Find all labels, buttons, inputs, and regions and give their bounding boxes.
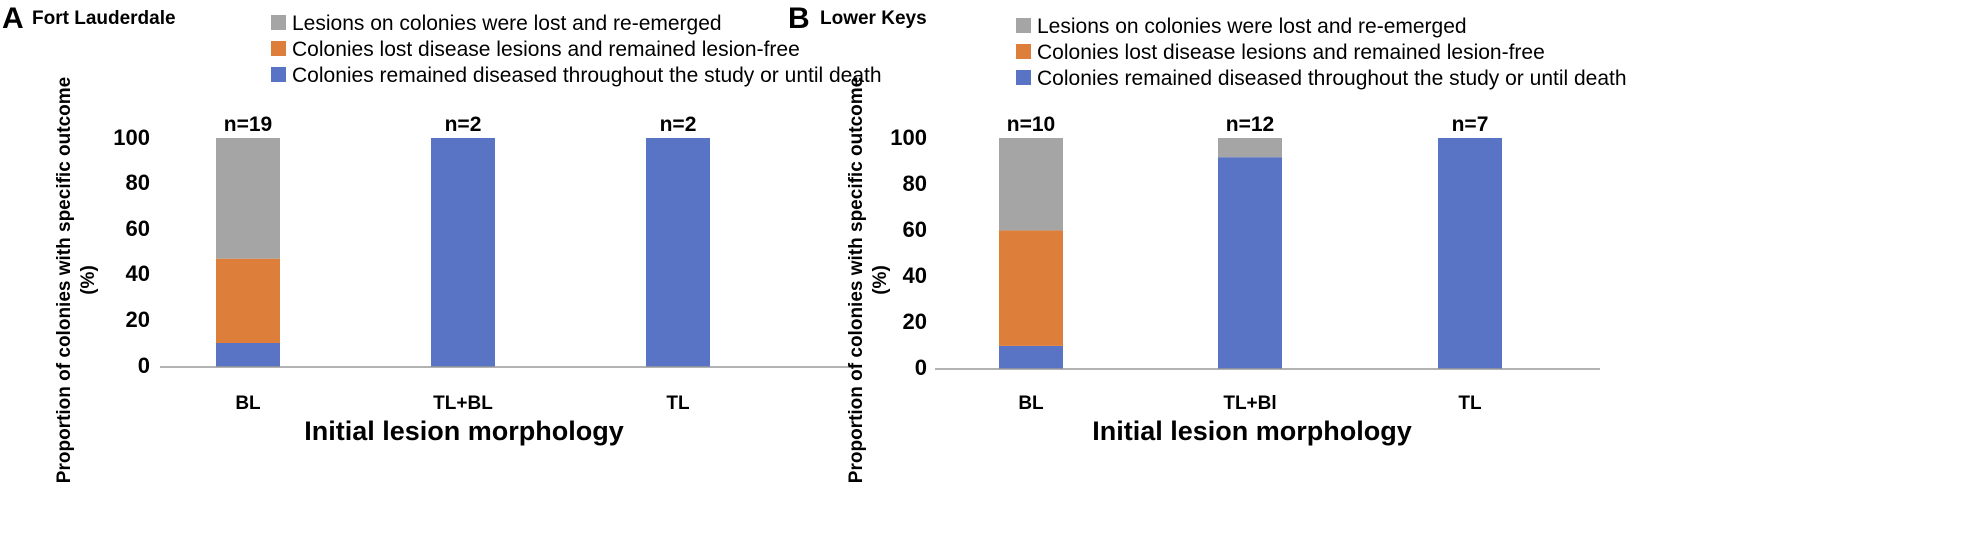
panel-a-n-labels: n=19 n=2 n=2 — [224, 113, 697, 136]
panel-b-ytick-80: 80 — [903, 171, 927, 196]
panel-b-bar-tlbl-remained — [1218, 157, 1282, 369]
panel-a-ylabel-line2: (%) — [78, 265, 99, 295]
panel-a-bar-bl-reemerged — [216, 138, 280, 259]
panel-b-xtick-tlbl: TL+Bl — [1223, 393, 1276, 414]
panel-b-n-labels: n=10 n=12 n=7 — [1007, 113, 1489, 136]
panel-b-n-label-tlbl: n=12 — [1226, 113, 1274, 136]
panel-b-xtick-bl: BL — [1018, 393, 1044, 414]
panel-a-title: Fort Lauderdale — [32, 8, 176, 29]
panel-a-bar-bl-remained — [216, 343, 280, 367]
panel-b-letter: B — [788, 2, 810, 35]
panel-b-ylabel-line1: Proportion of colonies with specific out… — [846, 77, 867, 483]
panel-a: A Fort Lauderdale Lesions on colonies we… — [2, 2, 882, 483]
panel-b-ytick-0: 0 — [915, 355, 927, 380]
panel-a-legend-label-lost-free: Colonies lost disease lesions and remain… — [292, 38, 800, 61]
panel-b: B Lower Keys Lesions on colonies were lo… — [788, 2, 1627, 483]
panel-b-legend-label-lost-free: Colonies lost disease lesions and remain… — [1037, 41, 1545, 64]
panel-b-legend-swatch-remained — [1016, 70, 1031, 85]
panel-a-ytick-20: 20 — [126, 307, 150, 332]
panel-a-xtick-bl: BL — [235, 393, 261, 414]
panel-b-xtick-tl: TL — [1458, 393, 1482, 414]
panel-b-x-ticks: BL TL+Bl TL — [1018, 393, 1482, 414]
panel-b-legend-label-remained: Colonies remained diseased throughout th… — [1037, 67, 1627, 90]
panel-a-bars — [216, 138, 710, 367]
panel-a-bar-tlbl-remained — [431, 138, 495, 367]
panel-b-legend-label-reemerged: Lesions on colonies were lost and re-eme… — [1037, 15, 1467, 38]
panel-a-ylabel-line1: Proportion of colonies with specific out… — [54, 77, 75, 483]
panel-a-legend: Lesions on colonies were lost and re-eme… — [271, 12, 882, 87]
panel-b-bar-bl-lost-free — [999, 230, 1063, 346]
panel-b-bar-tlbl-reemerged — [1218, 138, 1282, 158]
panel-b-y-ticks: 0 20 40 60 80 100 — [890, 125, 927, 380]
panel-a-n-label-bl: n=19 — [224, 113, 272, 136]
panel-b-ytick-60: 60 — [903, 217, 927, 242]
panel-b-ytick-40: 40 — [903, 263, 927, 288]
panel-a-n-label-tlbl: n=2 — [445, 113, 482, 136]
panel-b-bars — [999, 138, 1502, 369]
panel-b-legend-swatch-reemerged — [1016, 18, 1031, 33]
panel-b-title: Lower Keys — [820, 8, 927, 29]
panel-a-bar-bl-lost-free — [216, 258, 280, 343]
panel-b-legend: Lesions on colonies were lost and re-eme… — [1016, 15, 1627, 90]
panel-a-ytick-0: 0 — [138, 353, 150, 378]
panel-a-xtick-tl: TL — [666, 393, 690, 414]
panel-a-legend-swatch-reemerged — [271, 15, 286, 30]
panel-b-n-label-bl: n=10 — [1007, 113, 1055, 136]
panel-a-legend-swatch-lost-free — [271, 41, 286, 56]
panel-a-y-ticks: 0 20 40 60 80 100 — [113, 125, 150, 378]
panel-b-bar-bl-reemerged — [999, 138, 1063, 231]
panel-b-n-label-tl: n=7 — [1452, 113, 1489, 136]
panel-a-ytick-40: 40 — [126, 261, 150, 286]
panel-a-ytick-60: 60 — [126, 216, 150, 241]
panel-a-letter: A — [2, 2, 24, 35]
panel-a-ytick-80: 80 — [126, 170, 150, 195]
panel-b-ytick-20: 20 — [903, 309, 927, 334]
panel-a-x-ticks: BL TL+BL TL — [235, 393, 690, 414]
panel-a-ytick-100: 100 — [113, 125, 150, 150]
panel-b-bar-bl-remained — [999, 345, 1063, 369]
panel-b-legend-swatch-lost-free — [1016, 44, 1031, 59]
panel-a-bar-tl-remained — [646, 138, 710, 367]
panel-b-xlabel: Initial lesion morphology — [1092, 416, 1412, 446]
panel-a-n-label-tl: n=2 — [660, 113, 697, 136]
panel-b-ylabel-line2: (%) — [870, 265, 891, 295]
panel-a-xlabel: Initial lesion morphology — [304, 416, 624, 446]
panel-a-legend-label-remained: Colonies remained diseased throughout th… — [292, 64, 882, 87]
panel-b-bar-tl-remained — [1438, 138, 1502, 369]
panel-a-xtick-tlbl: TL+BL — [433, 393, 493, 414]
panel-a-legend-label-reemerged: Lesions on colonies were lost and re-eme… — [292, 12, 722, 35]
panel-b-ytick-100: 100 — [890, 125, 927, 150]
panel-a-legend-swatch-remained — [271, 67, 286, 82]
